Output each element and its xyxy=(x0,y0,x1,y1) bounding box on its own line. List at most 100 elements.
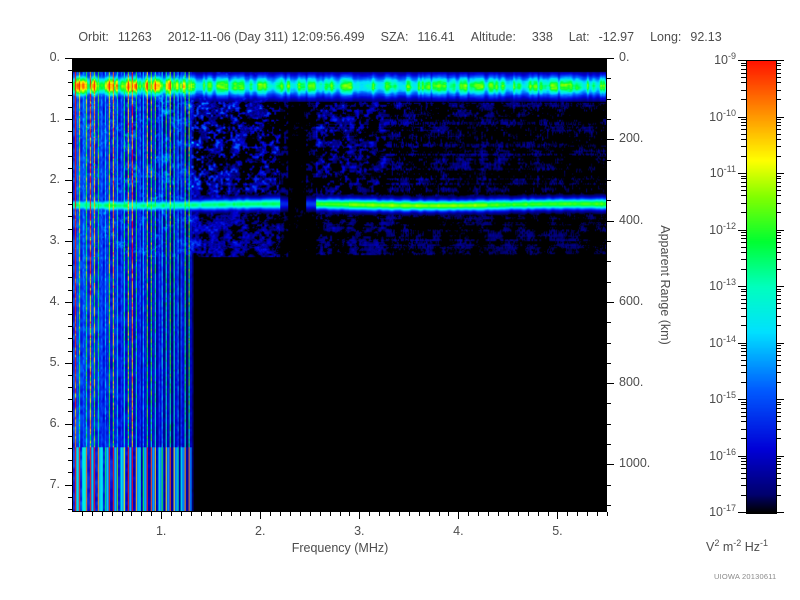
colorbar-minor-tick xyxy=(741,360,746,361)
x-axis-minor-tick xyxy=(488,512,489,516)
y-axis-right-tick xyxy=(607,221,614,222)
colorbar-minor-tick xyxy=(741,461,746,462)
radargram-canvas xyxy=(73,59,606,511)
latitude-label: Lat: xyxy=(568,30,590,44)
colorbar-minor-tick xyxy=(776,421,781,422)
colorbar-minor-tick xyxy=(776,348,781,349)
colorbar-minor-tick xyxy=(741,289,746,290)
x-axis-minor-tick xyxy=(548,512,549,516)
colorbar-major-tick xyxy=(776,399,784,400)
colorbar-minor-tick xyxy=(776,63,781,64)
y-axis-left-tick-label: 4. xyxy=(49,293,60,308)
colorbar-minor-tick xyxy=(741,316,746,317)
y-axis-left-minor-tick xyxy=(68,290,72,291)
colorbar-tick-base: 10 xyxy=(709,166,724,181)
colorbar-minor-tick xyxy=(776,77,781,78)
y-axis-left-minor-tick xyxy=(68,472,72,473)
colorbar-minor-tick xyxy=(776,203,781,204)
colorbar-minor-tick xyxy=(776,235,781,236)
colorbar-minor-tick xyxy=(776,289,781,290)
y-axis-left-minor-tick xyxy=(68,497,72,498)
x-axis-minor-tick xyxy=(587,512,588,516)
orbit-label: Orbit: xyxy=(78,30,109,44)
y-axis-right-minor-tick xyxy=(607,485,611,486)
colorbar-tick-exponent: -11 xyxy=(723,164,736,174)
colorbar-minor-tick xyxy=(741,247,746,248)
x-axis-minor-tick xyxy=(607,512,608,516)
colorbar-minor-tick xyxy=(776,122,781,123)
colorbar-minor-tick xyxy=(741,186,746,187)
colorbar-minor-tick xyxy=(741,212,746,213)
y-axis-right-tick xyxy=(607,139,614,140)
x-axis-minor-tick xyxy=(409,512,410,516)
x-axis-minor-tick xyxy=(468,512,469,516)
colorbar-minor-tick xyxy=(741,235,746,236)
colorbar-minor-tick xyxy=(776,473,781,474)
y-axis-right-tick-label: 0. xyxy=(619,50,630,64)
colorbar-minor-tick xyxy=(776,238,781,239)
colorbar-tick-exponent: -13 xyxy=(722,277,736,287)
colorbar-major-tick xyxy=(738,173,746,174)
colorbar-tick-base: 10 xyxy=(709,448,723,463)
colorbar-tick-label: 10-16 xyxy=(688,447,736,463)
colorbar-minor-tick xyxy=(741,203,746,204)
colorbar-minor-tick xyxy=(776,195,781,196)
sza-value: 116.41 xyxy=(417,30,455,44)
x-axis-minor-tick xyxy=(597,512,598,516)
colorbar-minor-tick xyxy=(741,65,746,66)
x-axis-minor-tick xyxy=(577,512,578,516)
x-axis-minor-tick xyxy=(221,512,222,516)
colorbar-minor-tick xyxy=(776,73,781,74)
colorbar-minor-tick xyxy=(741,129,746,130)
colorbar-minor-tick xyxy=(741,416,746,417)
colorbar-minor-tick xyxy=(776,303,781,304)
x-axis-minor-tick xyxy=(171,512,172,516)
colorbar-tick-exponent: -17 xyxy=(722,503,736,513)
x-axis-minor-tick xyxy=(399,512,400,516)
colorbar-minor-tick xyxy=(776,99,781,100)
colorbar-minor-tick xyxy=(741,242,746,243)
y-axis-left-tick xyxy=(65,241,72,242)
y-axis-left-minor-tick xyxy=(68,229,72,230)
y-axis-right-minor-tick xyxy=(607,241,611,242)
colorbar-major-tick xyxy=(776,173,784,174)
x-axis-minor-tick xyxy=(82,512,83,516)
colorbar-major-tick xyxy=(738,230,746,231)
colorbar-major-tick xyxy=(738,456,746,457)
colorbar-minor-tick xyxy=(776,269,781,270)
x-axis-tick xyxy=(161,512,162,519)
colorbar-major-tick xyxy=(776,60,784,61)
observation-datetime: 2012-11-06 (Day 311) 12:09:56.499 xyxy=(167,30,365,44)
colorbar-minor-tick xyxy=(776,295,781,296)
x-axis-minor-tick xyxy=(528,512,529,516)
y-axis-left-tick xyxy=(65,424,72,425)
colorbar-minor-tick xyxy=(741,90,746,91)
x-axis-minor-tick xyxy=(508,512,509,516)
altitude-label: Altitude: xyxy=(470,30,516,44)
colorbar-minor-tick xyxy=(776,355,781,356)
colorbar-tick-base: 10 xyxy=(709,222,723,237)
y-axis-left-minor-tick xyxy=(68,131,72,132)
colorbar-minor-tick xyxy=(741,308,746,309)
x-axis-minor-tick xyxy=(478,512,479,516)
colorbar-tick-label: 10-17 xyxy=(688,503,736,519)
colorbar-minor-tick xyxy=(741,402,746,403)
y-axis-left-tick xyxy=(65,302,72,303)
y-axis-left-minor-tick xyxy=(68,216,72,217)
altitude-value: 338 xyxy=(531,30,553,44)
units-volts: V xyxy=(706,540,715,555)
y-axis-left-minor-tick xyxy=(68,399,72,400)
colorbar-minor-tick xyxy=(741,365,746,366)
x-axis-minor-tick xyxy=(270,512,271,516)
colorbar-minor-tick xyxy=(776,464,781,465)
colorbar-major-tick xyxy=(776,512,784,513)
colorbar-minor-tick xyxy=(776,182,781,183)
x-axis-minor-tick xyxy=(429,512,430,516)
colorbar-minor-tick xyxy=(741,355,746,356)
x-axis-minor-tick xyxy=(102,512,103,516)
y-axis-right-title: Apparent Range (km) xyxy=(658,225,672,345)
colorbar-minor-tick xyxy=(741,146,746,147)
colorbar-minor-tick xyxy=(741,372,746,373)
colorbar-minor-tick xyxy=(741,348,746,349)
y-axis-left-minor-tick xyxy=(68,95,72,96)
